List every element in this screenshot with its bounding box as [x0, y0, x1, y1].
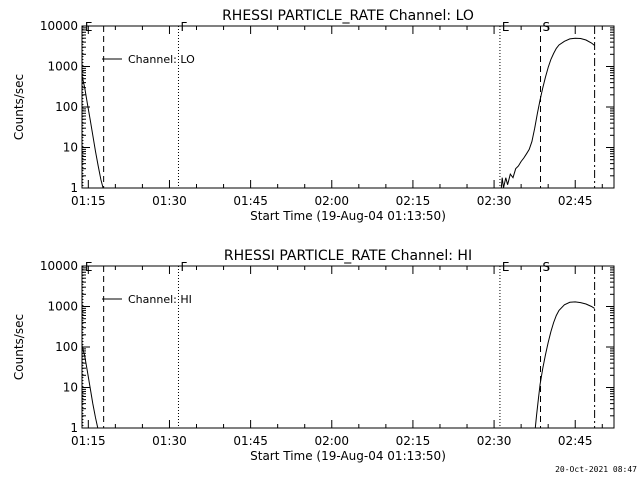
- chart-title: RHESSI PARTICLE_RATE Channel: HI: [224, 248, 472, 264]
- event-marker-label: E: [502, 20, 510, 34]
- x-axis-label: Start Time (19-Aug-04 01:13:50): [250, 209, 446, 223]
- y-tick-label: 10000: [40, 259, 78, 273]
- chart-title: RHESSI PARTICLE_RATE Channel: LO: [222, 8, 474, 24]
- y-tick-label: 100: [55, 340, 78, 354]
- chart-panel-1: RHESSI PARTICLE_RATE Channel: LO 01:15 01:…: [12, 8, 615, 223]
- series-line-segment: [82, 345, 99, 428]
- series-line-segment: [534, 301, 595, 428]
- event-marker-label: S: [543, 260, 551, 274]
- event-marker-label: E: [85, 20, 93, 34]
- y-tick-label: 1: [70, 181, 78, 195]
- event-marker-label: E: [85, 260, 93, 274]
- event-marker-label: S: [543, 20, 551, 34]
- x-tick-label: 01:45: [233, 434, 268, 448]
- x-tick-label: 02:45: [558, 194, 593, 208]
- legend-label: Channel: LO: [128, 53, 195, 66]
- y-axis-label: Counts/sec: [12, 314, 26, 380]
- x-tick-label: 02:15: [396, 194, 431, 208]
- event-marker-label: F: [180, 20, 187, 34]
- x-tick-label: 01:45: [233, 194, 268, 208]
- y-tick-label: 10000: [40, 19, 78, 33]
- series-line-segment: [500, 37, 595, 188]
- event-marker-label: E: [502, 260, 510, 274]
- plot-frame: [81, 25, 615, 189]
- y-tick-label: 100: [55, 100, 78, 114]
- x-tick-label: 02:15: [396, 434, 431, 448]
- x-tick-label: 01:30: [152, 434, 187, 448]
- x-tick-label: 01:15: [71, 194, 106, 208]
- x-tick-label: 02:45: [558, 434, 593, 448]
- series-line-segment: [82, 75, 104, 188]
- x-tick-label: 01:30: [152, 194, 187, 208]
- y-tick-label: 1000: [47, 60, 78, 74]
- x-tick-label: 01:15: [71, 434, 106, 448]
- y-tick-label: 1: [70, 421, 78, 435]
- y-tick-label: 10: [63, 381, 78, 395]
- x-axis-label: Start Time (19-Aug-04 01:13:50): [250, 449, 446, 463]
- chart-panel-2: RHESSI PARTICLE_RATE Channel: HI 01:15 01:…: [12, 248, 615, 463]
- x-tick-label: 02:00: [314, 434, 349, 448]
- x-tick-label: 02:00: [314, 194, 349, 208]
- legend-label: Channel: HI: [128, 293, 192, 306]
- y-tick-label: 1000: [47, 300, 78, 314]
- y-axis-label: Counts/sec: [12, 74, 26, 140]
- y-tick-label: 10: [63, 141, 78, 155]
- x-tick-label: 02:30: [477, 434, 512, 448]
- x-tick-label: 02:30: [477, 194, 512, 208]
- footer-timestamp: 20-Oct-2021 08:47: [555, 465, 637, 474]
- plot-frame: [81, 265, 615, 429]
- event-marker-label: F: [180, 260, 187, 274]
